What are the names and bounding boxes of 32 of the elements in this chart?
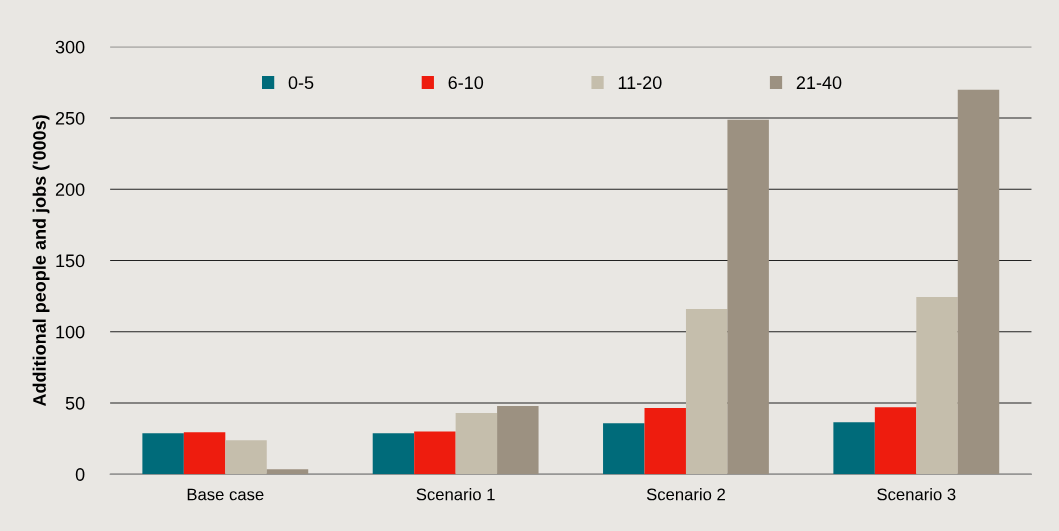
y-tick-label: 100 bbox=[56, 325, 85, 339]
x-tick-label: Scenario 3 bbox=[877, 488, 956, 501]
bar bbox=[957, 89, 1000, 475]
x-tick-label: Scenario 2 bbox=[646, 488, 725, 501]
y-tick-label: 150 bbox=[56, 254, 85, 268]
bar bbox=[455, 413, 498, 475]
bar bbox=[916, 296, 958, 475]
bar bbox=[183, 432, 226, 475]
bar bbox=[142, 433, 184, 475]
y-tick-label: 50 bbox=[65, 396, 85, 410]
bar bbox=[266, 469, 309, 475]
bar bbox=[644, 408, 686, 475]
legend-label: 0-5 bbox=[288, 76, 314, 90]
bar bbox=[874, 407, 917, 475]
y-tick-label: 250 bbox=[55, 111, 85, 125]
legend-label: 11-20 bbox=[618, 76, 662, 90]
bar bbox=[833, 422, 875, 475]
y-tick-label: 300 bbox=[55, 40, 85, 54]
y-tick-label: 200 bbox=[55, 183, 85, 196]
bar bbox=[497, 406, 539, 475]
y-axis-title: Additional people and jobs ('000s) bbox=[32, 115, 50, 407]
bar bbox=[414, 431, 456, 475]
bar bbox=[727, 119, 769, 475]
x-tick-label: Base case bbox=[187, 488, 264, 501]
y-tick-label: 0 bbox=[75, 468, 85, 481]
legend-label: 6-10 bbox=[448, 76, 484, 90]
bar bbox=[225, 440, 267, 475]
bar bbox=[372, 433, 415, 475]
x-tick-label: Scenario 1 bbox=[416, 488, 495, 501]
legend-label: 21-40 bbox=[796, 76, 842, 90]
bar bbox=[685, 308, 728, 475]
bar bbox=[603, 423, 645, 475]
